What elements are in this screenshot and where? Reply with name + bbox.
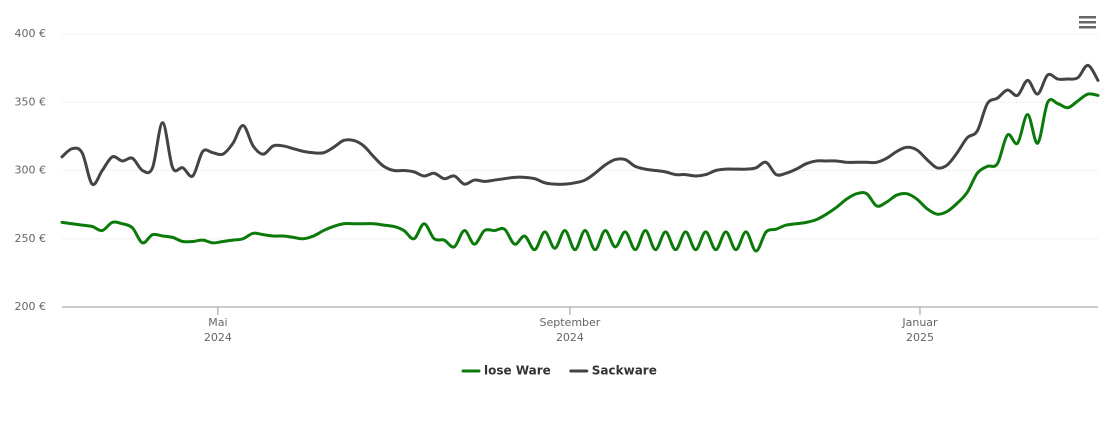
y-tick-label: 350 € [15, 95, 47, 108]
legend-label: lose Ware [484, 364, 551, 378]
x-tick-year: 2024 [204, 331, 232, 344]
x-tick-year: 2025 [906, 331, 934, 344]
menu-bar [1079, 21, 1096, 24]
x-tick-year: 2024 [556, 331, 584, 344]
menu-button[interactable] [1079, 16, 1096, 29]
legend-label: Sackware [592, 364, 657, 378]
x-tick-label: Mai [208, 316, 227, 329]
legend-item[interactable]: Sackware [569, 364, 657, 378]
y-tick-label: 250 € [15, 232, 47, 245]
y-tick-label: 400 € [15, 27, 47, 40]
legend-item[interactable]: lose Ware [461, 364, 551, 378]
x-tick-label: Januar [901, 316, 938, 329]
y-tick-label: 200 € [15, 300, 47, 313]
menu-bar [1079, 16, 1096, 19]
legend: lose Ware Sackware [461, 364, 657, 378]
x-tick-label: September [540, 316, 601, 329]
menu-bar [1079, 26, 1096, 29]
y-tick-label: 300 € [15, 164, 47, 177]
series-line [60, 63, 1100, 187]
series-line [60, 92, 1100, 253]
